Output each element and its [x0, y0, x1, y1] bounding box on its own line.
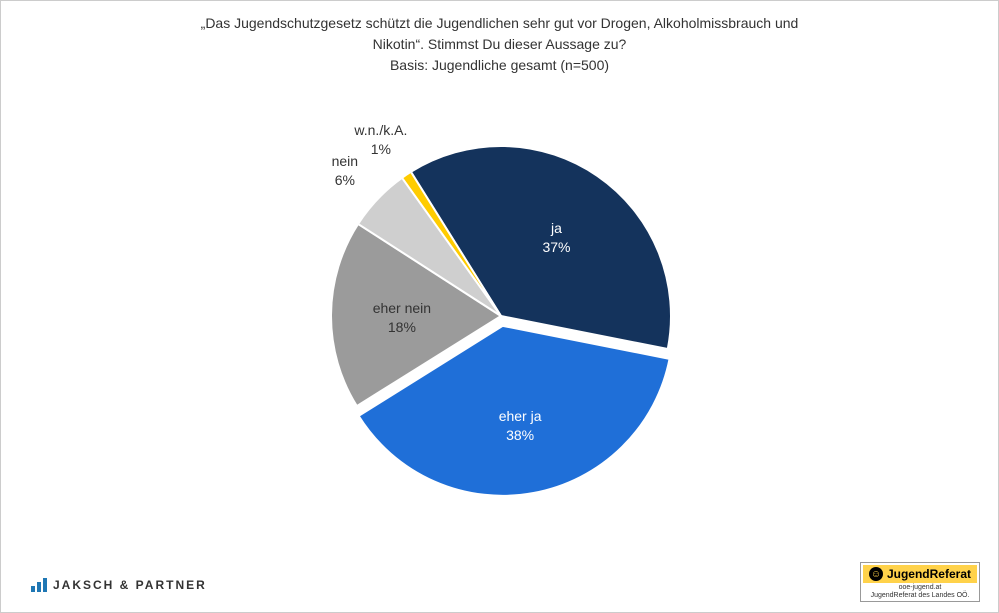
logo-right-text: JugendReferat [887, 567, 971, 581]
jugendreferat-logo: ☺ JugendReferat ooe-jugend.at JugendRefe… [860, 562, 980, 602]
slice-label: eher nein18% [362, 299, 442, 337]
logo-left-text: JAKSCH & PARTNER [53, 578, 207, 592]
title-line-1: „Das Jugendschutzgesetz schützt die Juge… [1, 13, 998, 34]
chart-title: „Das Jugendschutzgesetz schützt die Juge… [1, 1, 998, 76]
slice-label: eher ja38% [480, 407, 560, 445]
logo-right-sub1: ooe-jugend.at [863, 583, 977, 591]
footer: JAKSCH & PARTNER ☺ JugendReferat ooe-jug… [1, 557, 999, 612]
title-line-3: Basis: Jugendliche gesamt (n=500) [1, 55, 998, 76]
smile-icon: ☺ [869, 567, 883, 581]
title-line-2: Nikotin“. Stimmst Du dieser Aussage zu? [1, 34, 998, 55]
pie-chart-area: ja37%eher ja38%eher nein18%nein6%w.n./k.… [1, 96, 999, 536]
logo-right-top: ☺ JugendReferat [863, 565, 977, 583]
slice-label: ja37% [516, 219, 596, 257]
jaksch-partner-logo: JAKSCH & PARTNER [31, 578, 207, 592]
logo-bars-icon [31, 578, 47, 592]
pie-wrap: ja37%eher ja38%eher nein18%nein6%w.n./k.… [321, 136, 681, 496]
logo-right-sub2: JugendReferat des Landes OÖ. [863, 591, 977, 599]
slice-label: w.n./k.A.1% [341, 121, 421, 159]
